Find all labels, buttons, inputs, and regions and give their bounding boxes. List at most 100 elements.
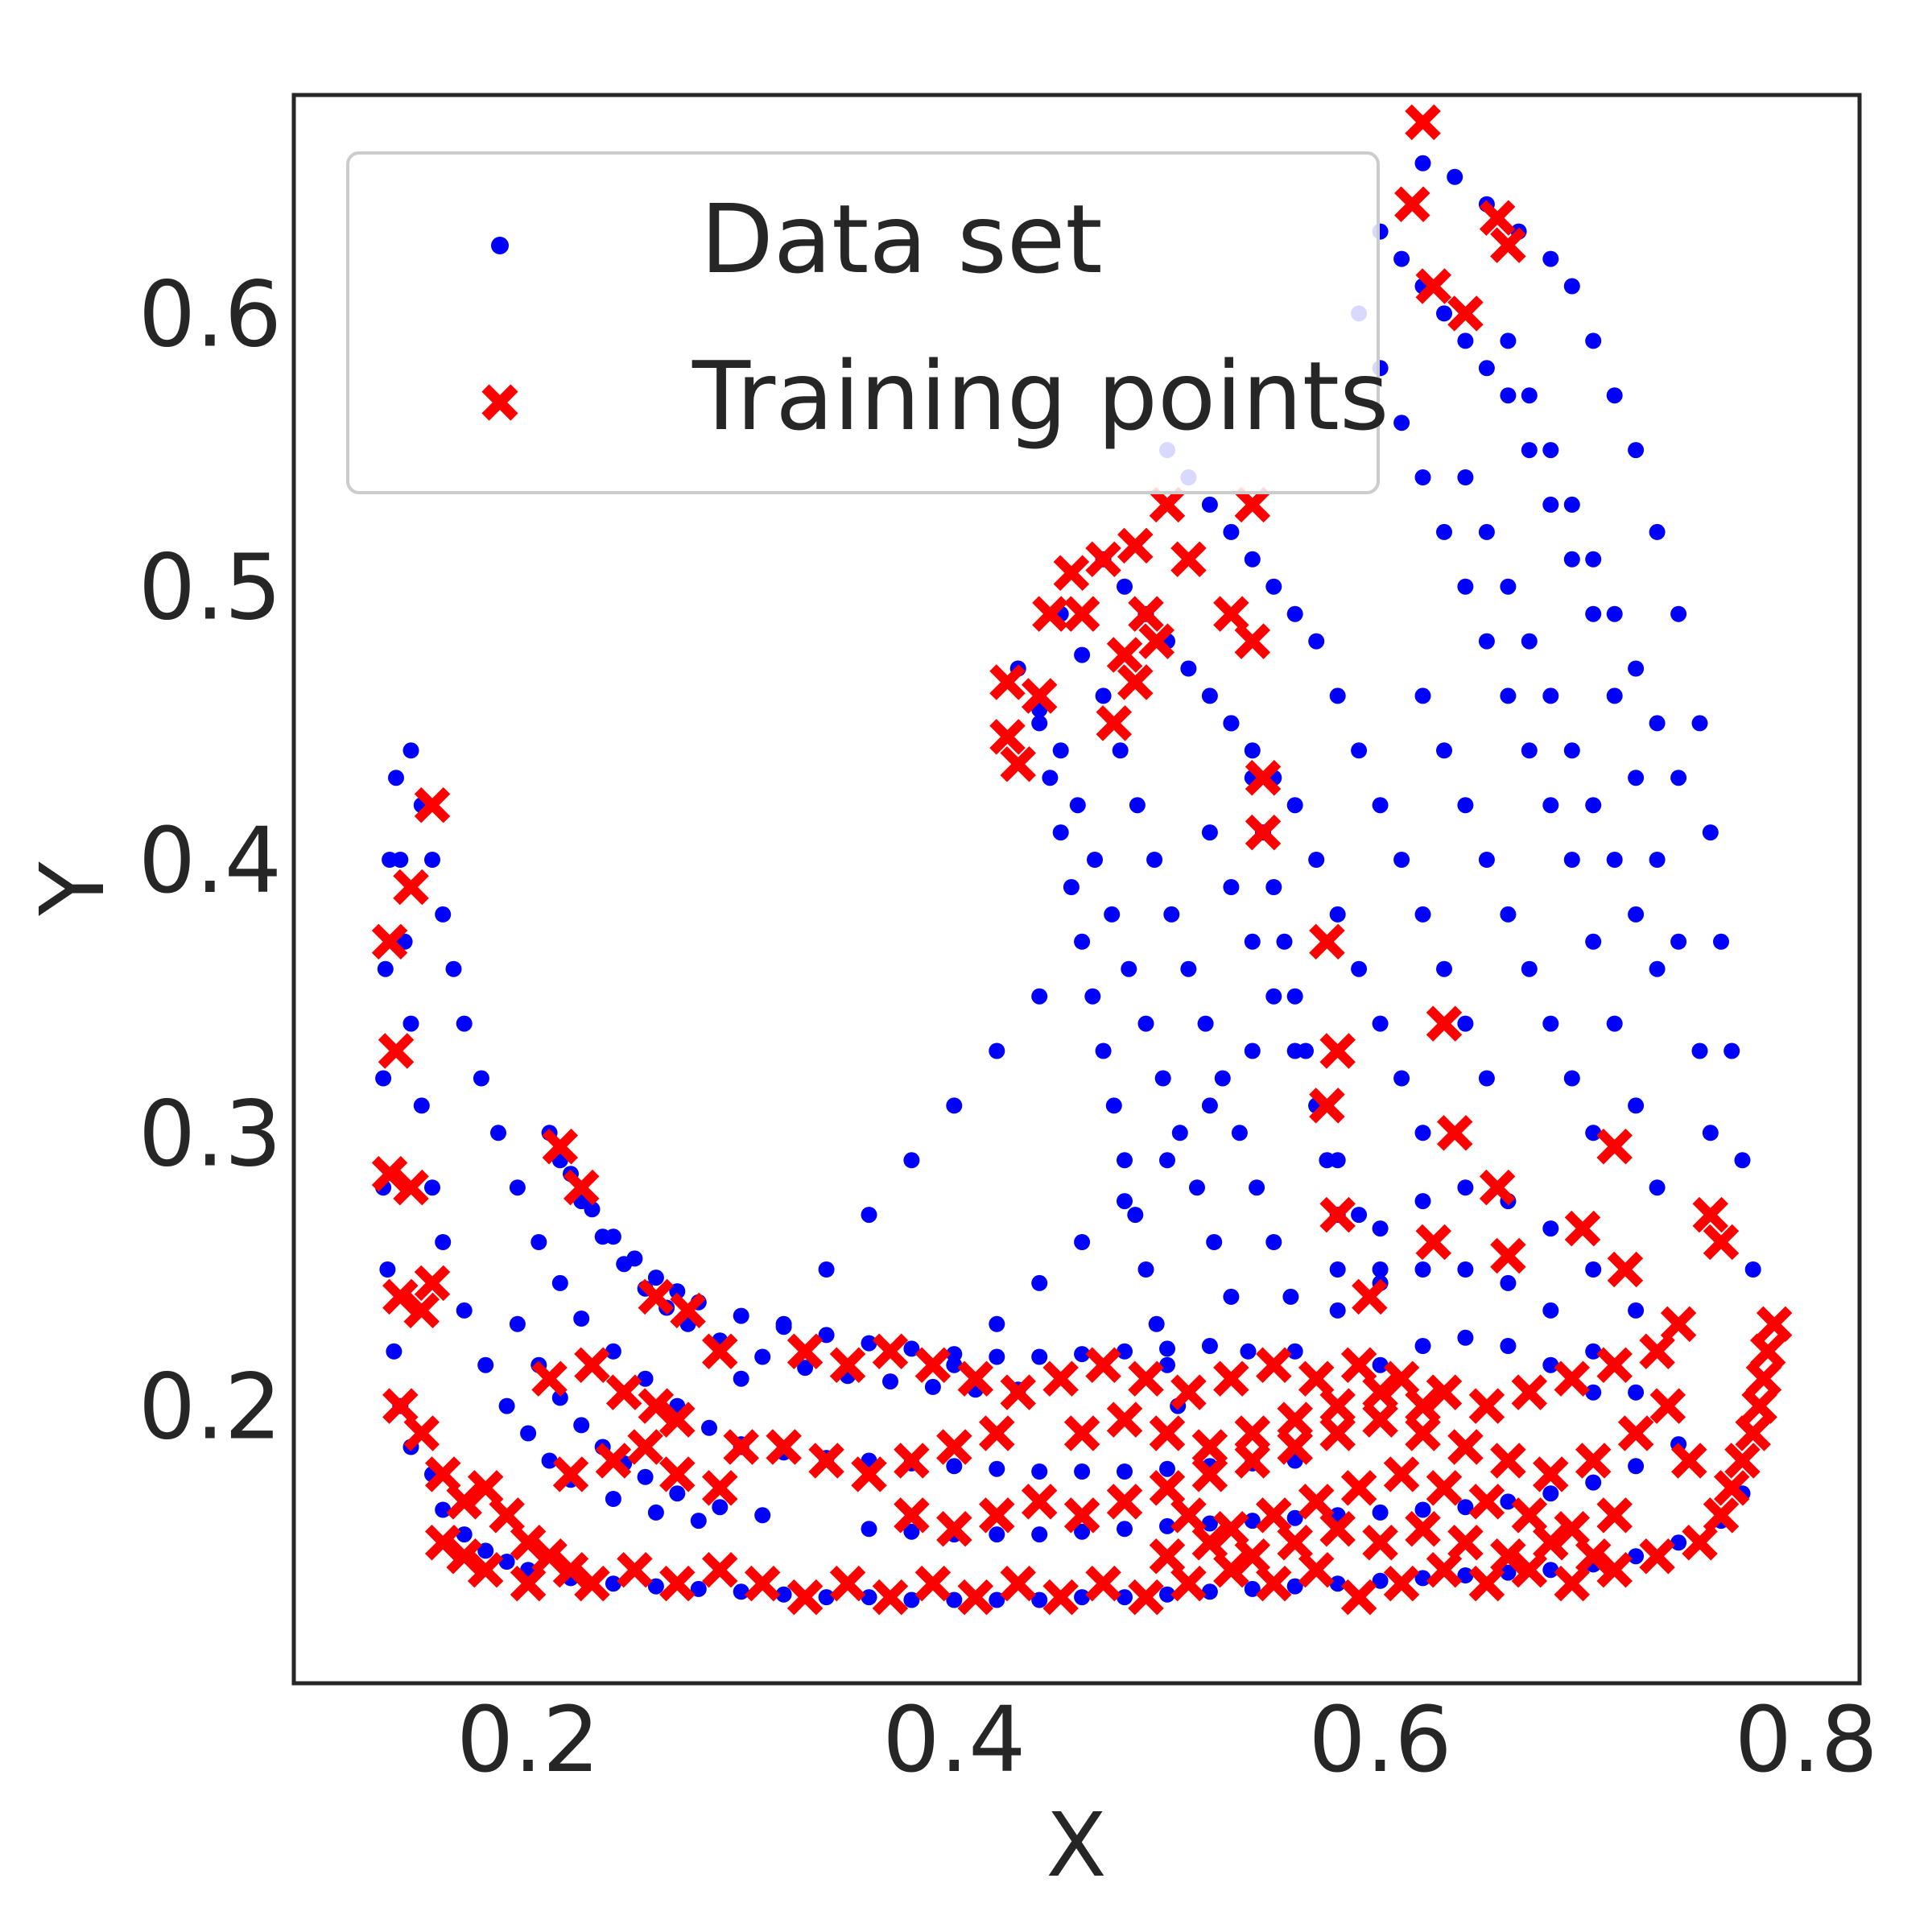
training-point (1724, 1443, 1761, 1479)
training-point (1447, 1525, 1484, 1561)
data-set-point (1121, 960, 1137, 977)
training-point (617, 1551, 653, 1588)
data-set-point (647, 1504, 664, 1521)
data-set-point (1351, 960, 1368, 977)
training-point (1319, 1033, 1356, 1069)
training-point (1128, 1579, 1164, 1616)
data-set-point (1500, 387, 1517, 404)
training-point (1436, 1115, 1473, 1151)
data-set-point (1606, 605, 1623, 622)
data-set-point (1414, 1501, 1431, 1518)
data-set-point (797, 1360, 814, 1377)
data-set-point (435, 1501, 452, 1518)
training-point (1085, 1565, 1121, 1602)
training-point (1117, 664, 1154, 700)
data-set-point (1436, 305, 1452, 322)
data-set-point (701, 1419, 717, 1436)
training-point (1256, 1565, 1292, 1602)
data-set-point (573, 1417, 590, 1434)
data-set-point (1457, 1499, 1474, 1516)
training-point (446, 1484, 482, 1520)
data-set-point (1069, 797, 1086, 814)
training-point (1554, 1511, 1591, 1547)
data-set-point (1031, 1274, 1048, 1291)
data-set-point (1542, 1015, 1559, 1032)
data-set-point (1563, 278, 1580, 295)
data-set-point (754, 1348, 771, 1365)
data-set-point (490, 1125, 506, 1141)
training-point (1234, 1415, 1271, 1451)
y-axis-label: Y (21, 861, 124, 917)
training-point (670, 1292, 706, 1329)
data-set-point (1414, 1338, 1431, 1354)
data-set-point (1223, 1288, 1240, 1305)
data-set-point (1585, 1384, 1602, 1401)
training-point (1191, 1429, 1228, 1465)
data-set-point (903, 1152, 920, 1169)
training-point (1479, 1169, 1516, 1206)
data-set-point (1563, 1070, 1580, 1087)
data-set-point (1052, 824, 1069, 841)
training-point (786, 1333, 824, 1370)
data-set-point (1201, 1338, 1218, 1354)
training-point (1735, 1415, 1771, 1451)
training-point (1596, 1551, 1633, 1588)
data-set-point (1031, 1348, 1048, 1365)
data-set-point (1585, 797, 1602, 814)
data-set-point (498, 1554, 515, 1570)
data-set-point (1691, 715, 1708, 732)
data-set-point (1478, 852, 1495, 868)
data-set-point (1171, 1125, 1188, 1141)
data-set-point (1542, 442, 1559, 459)
training-point (1511, 1551, 1548, 1588)
training-point (1053, 555, 1090, 592)
data-set-point (435, 906, 452, 923)
data-set-point (1628, 1458, 1645, 1475)
data-set-point (1372, 797, 1389, 814)
data-set-point (473, 1070, 489, 1087)
training-point (1149, 1415, 1186, 1451)
data-set-point (456, 1302, 473, 1319)
training-point (1149, 1470, 1186, 1506)
data-set-point (818, 1327, 835, 1344)
training-point (1383, 1456, 1420, 1492)
y-axis-ticks: 0.2 0.3 0.4 0.5 0.6 (138, 262, 282, 1459)
training-point (638, 1278, 675, 1315)
data-set-point (605, 1575, 621, 1592)
data-set-point (1724, 1042, 1740, 1059)
data-set-point (1223, 879, 1240, 895)
data-set-point (1414, 1570, 1431, 1587)
training-point (542, 1129, 579, 1165)
data-set-point (1542, 1302, 1559, 1319)
training-point (1245, 814, 1282, 851)
y-tick-label: 0.6 (138, 262, 282, 367)
data-set-point (1206, 1234, 1223, 1250)
data-set-point (1180, 960, 1197, 977)
training-point (638, 1388, 675, 1424)
training-point (1596, 1497, 1633, 1534)
training-point (1596, 1129, 1633, 1165)
data-set-point (1670, 1534, 1687, 1551)
training-point (1426, 1470, 1463, 1506)
data-set-point (1329, 1302, 1346, 1319)
training-point (371, 1155, 408, 1192)
data-set-point (1542, 496, 1559, 513)
training-point (446, 1538, 482, 1575)
data-set-point (1105, 1097, 1122, 1114)
training-point (1575, 1538, 1612, 1575)
y-tick-label: 0.3 (138, 1082, 282, 1187)
data-set-point (1542, 687, 1559, 704)
training-point (936, 1511, 972, 1547)
training-point (1234, 1443, 1271, 1479)
training-point (1309, 923, 1345, 960)
training-point (829, 1565, 866, 1602)
data-set-point (1159, 1340, 1175, 1357)
data-set-point (1457, 1567, 1474, 1583)
data-set-point (1163, 906, 1180, 923)
data-set-point (1104, 906, 1121, 923)
data-set-point (946, 1591, 963, 1608)
data-set-point (775, 1586, 792, 1603)
training-point (1170, 1497, 1207, 1534)
training-point (766, 1429, 802, 1465)
data-set-point (382, 852, 398, 868)
